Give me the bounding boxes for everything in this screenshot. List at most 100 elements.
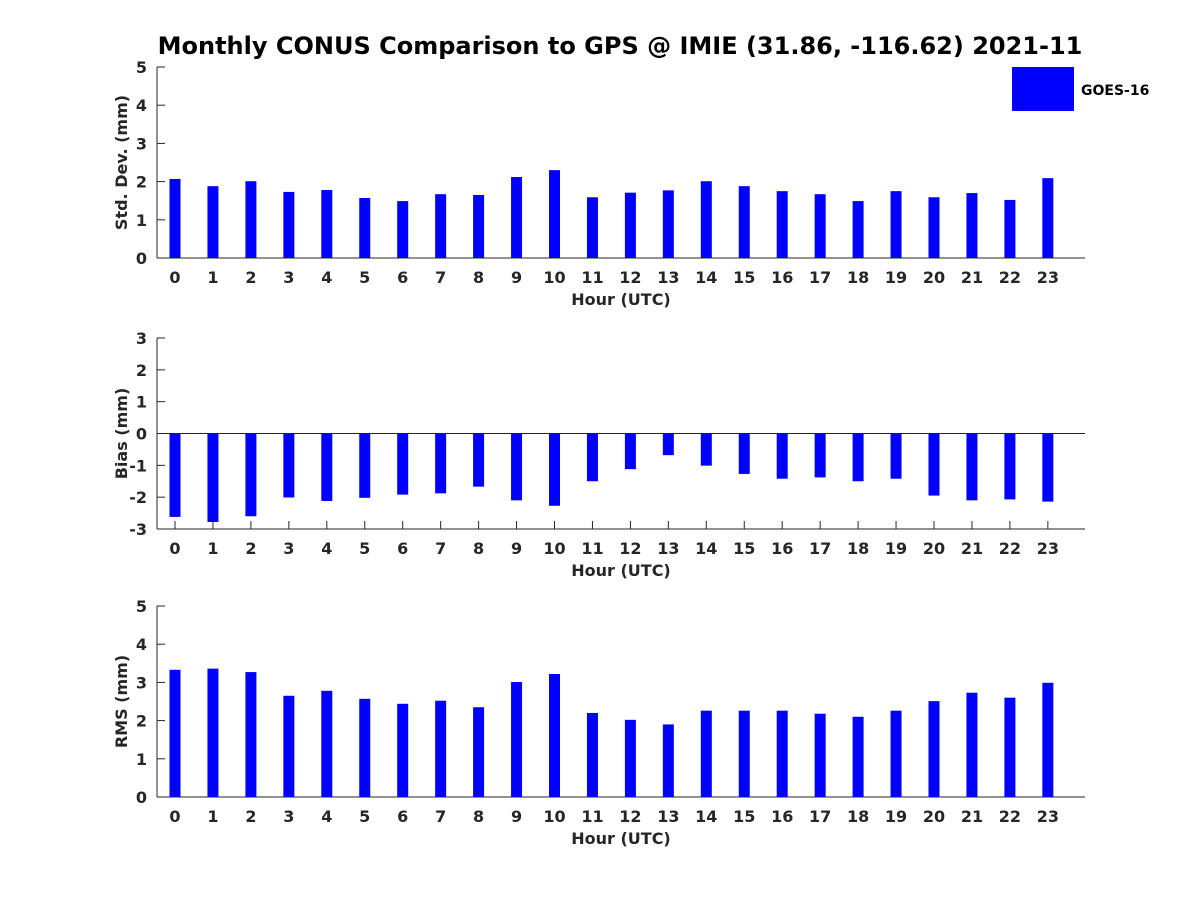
x-tick-label: 7 bbox=[435, 807, 446, 826]
x-tick-label: 6 bbox=[397, 539, 408, 558]
x-tick-label: 14 bbox=[695, 807, 717, 826]
bar bbox=[473, 707, 485, 797]
bar bbox=[321, 690, 333, 797]
y-tick-label: 0 bbox=[136, 249, 147, 268]
x-tick-label: 0 bbox=[169, 807, 180, 826]
bar bbox=[549, 170, 560, 258]
x-tick-label: 22 bbox=[999, 268, 1021, 287]
bar bbox=[283, 191, 295, 258]
x-tick-label: 6 bbox=[397, 268, 408, 287]
bar bbox=[700, 710, 712, 797]
x-tick-label: 10 bbox=[543, 539, 565, 558]
bar bbox=[1042, 433, 1054, 502]
x-tick-label: 10 bbox=[543, 807, 565, 826]
x-tick-label: 16 bbox=[771, 807, 793, 826]
bar bbox=[700, 181, 712, 258]
x-tick-label: 23 bbox=[1037, 807, 1059, 826]
x-tick-label: 4 bbox=[321, 539, 332, 558]
x-tick-label: 15 bbox=[733, 807, 755, 826]
x-tick-label: 21 bbox=[961, 268, 983, 287]
x-tick-label: 8 bbox=[473, 807, 484, 826]
bar bbox=[890, 710, 902, 797]
bar bbox=[776, 191, 788, 258]
x-tick-label: 18 bbox=[847, 268, 869, 287]
bar bbox=[283, 695, 295, 797]
y-axis-label: RMS (mm) bbox=[112, 655, 131, 748]
bar bbox=[966, 193, 978, 258]
x-tick-label: 21 bbox=[961, 807, 983, 826]
bar bbox=[321, 433, 333, 501]
bar bbox=[966, 433, 978, 501]
bar bbox=[473, 433, 485, 487]
x-axis-label: Hour (UTC) bbox=[571, 829, 671, 848]
y-tick-label: 5 bbox=[136, 597, 147, 616]
x-tick-label: 13 bbox=[657, 268, 679, 287]
y-tick-label: 2 bbox=[136, 361, 147, 380]
x-axis-label: Hour (UTC) bbox=[571, 561, 671, 580]
bar bbox=[435, 194, 447, 258]
bar bbox=[890, 191, 902, 258]
y-tick-label: 3 bbox=[136, 329, 147, 348]
x-tick-label: 18 bbox=[847, 539, 869, 558]
bar bbox=[700, 433, 712, 466]
bar bbox=[738, 710, 750, 797]
x-tick-label: 10 bbox=[543, 268, 565, 287]
bar bbox=[814, 713, 826, 797]
bar bbox=[738, 433, 750, 474]
y-tick-label: -3 bbox=[129, 520, 147, 539]
x-tick-label: 6 bbox=[397, 807, 408, 826]
x-tick-label: 7 bbox=[435, 268, 446, 287]
y-tick-label: 1 bbox=[136, 211, 147, 230]
x-tick-label: 20 bbox=[923, 539, 945, 558]
x-tick-label: 2 bbox=[245, 807, 256, 826]
x-tick-label: 11 bbox=[581, 539, 603, 558]
bar bbox=[397, 201, 409, 258]
y-tick-label: 0 bbox=[136, 425, 147, 444]
bar bbox=[283, 433, 295, 498]
bar bbox=[321, 190, 333, 258]
y-axis-label: Bias (mm) bbox=[112, 388, 131, 480]
x-tick-label: 3 bbox=[283, 268, 294, 287]
x-tick-label: 0 bbox=[169, 539, 180, 558]
x-tick-label: 15 bbox=[733, 539, 755, 558]
bar bbox=[662, 724, 674, 797]
bar bbox=[1004, 199, 1016, 258]
bar bbox=[624, 433, 636, 470]
x-tick-label: 23 bbox=[1037, 539, 1059, 558]
bar bbox=[852, 716, 864, 797]
y-tick-label: 3 bbox=[136, 673, 147, 692]
x-tick-label: 5 bbox=[359, 807, 370, 826]
x-tick-label: 23 bbox=[1037, 268, 1059, 287]
bar bbox=[511, 177, 523, 258]
x-tick-label: 12 bbox=[619, 539, 641, 558]
bar bbox=[928, 701, 940, 797]
x-tick-label: 21 bbox=[961, 539, 983, 558]
x-tick-label: 16 bbox=[771, 539, 793, 558]
x-tick-label: 2 bbox=[245, 268, 256, 287]
legend-label: GOES-16 bbox=[1081, 83, 1149, 99]
x-tick-label: 5 bbox=[359, 539, 370, 558]
y-axis-label: Std. Dev. (mm) bbox=[112, 95, 131, 230]
y-tick-label: 4 bbox=[136, 635, 147, 654]
y-tick-label: -2 bbox=[129, 488, 147, 507]
x-tick-label: 20 bbox=[923, 268, 945, 287]
bar bbox=[586, 433, 598, 482]
x-tick-label: 9 bbox=[511, 268, 522, 287]
bar bbox=[776, 433, 788, 479]
bar bbox=[814, 433, 826, 478]
legend: GOES-16 bbox=[1012, 67, 1149, 111]
bar bbox=[397, 433, 409, 495]
bar bbox=[738, 186, 750, 258]
bar bbox=[662, 433, 674, 456]
x-tick-label: 17 bbox=[809, 807, 831, 826]
x-tick-label: 17 bbox=[809, 539, 831, 558]
y-tick-label: 2 bbox=[136, 712, 147, 731]
x-tick-label: 7 bbox=[435, 539, 446, 558]
bar bbox=[776, 710, 788, 797]
bar bbox=[852, 201, 864, 258]
x-tick-label: 22 bbox=[999, 539, 1021, 558]
bar bbox=[586, 712, 598, 797]
